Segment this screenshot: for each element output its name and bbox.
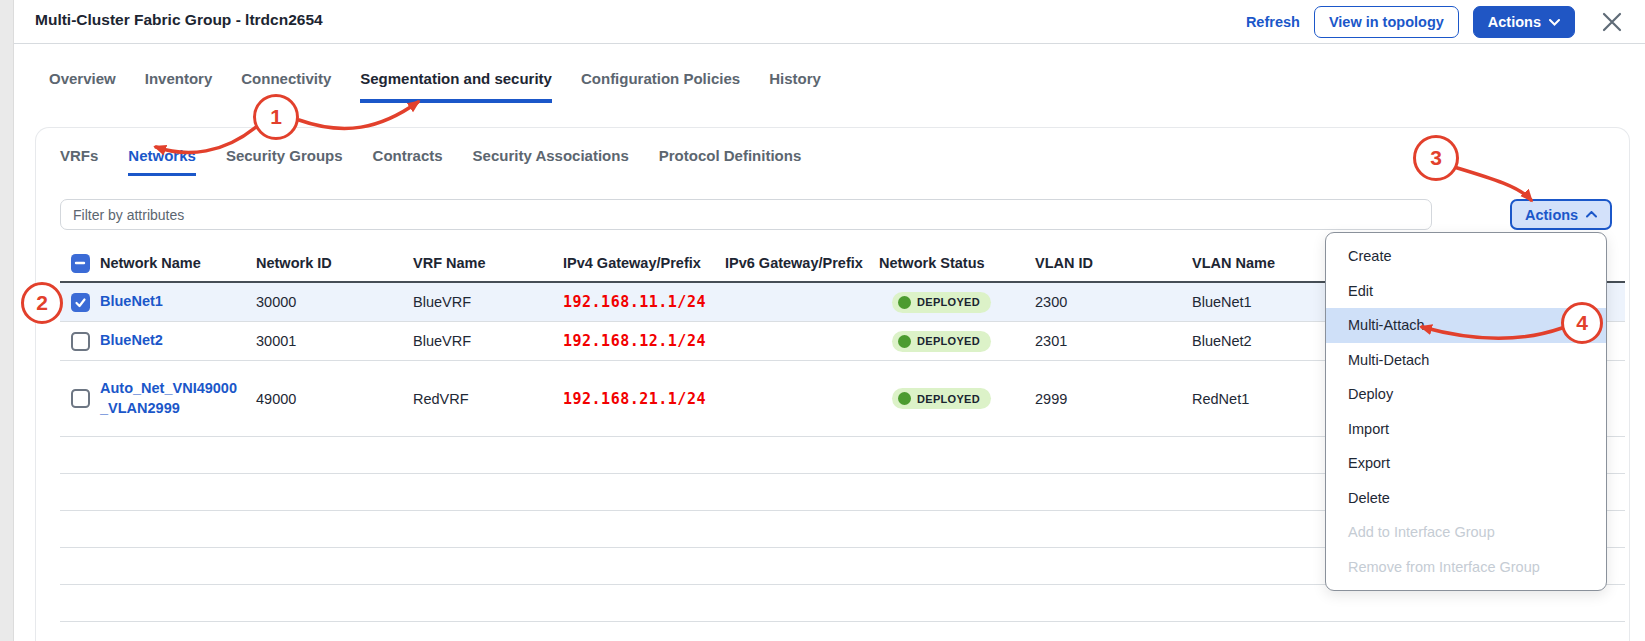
menu-item-add-to-interface-group: Add to Interface Group — [1326, 515, 1606, 550]
network-name-link[interactable]: Auto_Net_VNI49000_VLAN2999 — [100, 379, 240, 418]
network-id-cell: 30001 — [256, 333, 413, 349]
annotation-step-4: 4 — [1561, 302, 1603, 344]
menu-item-import[interactable]: Import — [1326, 412, 1606, 447]
arrow-to-segmentation-tab — [299, 102, 418, 128]
subtab-contracts[interactable]: Contracts — [373, 147, 443, 176]
menu-item-delete[interactable]: Delete — [1326, 481, 1606, 516]
annotation-step-1: 1 — [253, 94, 299, 140]
tab-configuration-policies[interactable]: Configuration Policies — [581, 70, 740, 103]
menu-item-export[interactable]: Export — [1326, 446, 1606, 481]
row-checkbox[interactable] — [71, 389, 90, 408]
background-page-strip — [0, 0, 14, 641]
panel-header: Multi-Cluster Fabric Group - ltrdcn2654 … — [14, 0, 1645, 44]
tab-segmentation-and-security[interactable]: Segmentation and security — [360, 70, 552, 103]
annotation-step-3: 3 — [1413, 135, 1459, 181]
subtab-security-associations[interactable]: Security Associations — [473, 147, 629, 176]
header-actions: Refresh View in topology Actions — [1246, 0, 1625, 44]
menu-item-multi-detach[interactable]: Multi-Detach — [1326, 343, 1606, 378]
col-vrf-name[interactable]: VRF Name — [413, 255, 563, 271]
subtab-networks[interactable]: Networks — [128, 147, 196, 176]
tab-overview[interactable]: Overview — [49, 70, 116, 103]
menu-item-create[interactable]: Create — [1326, 239, 1606, 274]
network-name-link[interactable]: BlueNet1 — [100, 292, 240, 312]
fabric-group-panel: Multi-Cluster Fabric Group - ltrdcn2654 … — [14, 0, 1645, 641]
vrf-name-cell: BlueVRF — [413, 333, 563, 349]
tab-inventory[interactable]: Inventory — [145, 70, 213, 103]
check-icon — [74, 296, 87, 309]
status-dot-icon — [898, 335, 911, 348]
tab-history[interactable]: History — [769, 70, 821, 103]
status-dot-icon — [898, 392, 911, 405]
status-dot-icon — [898, 296, 911, 309]
status-badge: DEPLOYED — [892, 292, 991, 313]
status-badge: DEPLOYED — [892, 388, 991, 409]
col-network-name[interactable]: Network Name — [100, 255, 256, 271]
header-actions-button[interactable]: Actions — [1473, 6, 1575, 38]
page-title: Multi-Cluster Fabric Group - ltrdcn2654 — [35, 11, 323, 29]
vlan-id-cell: 2300 — [1035, 294, 1192, 310]
view-in-topology-button[interactable]: View in topology — [1314, 6, 1459, 38]
col-ipv4-gateway[interactable]: IPv4 Gateway/Prefix — [563, 255, 725, 271]
vlan-id-cell: 2301 — [1035, 333, 1192, 349]
sub-tab-bar: VRFs Networks Security Groups Contracts … — [60, 147, 801, 176]
network-id-cell: 49000 — [256, 391, 413, 407]
row-checkbox[interactable] — [71, 293, 90, 312]
ipv4-gateway-cell: 192.168.11.1/24 — [563, 293, 725, 311]
filter-input[interactable] — [60, 199, 1432, 230]
vrf-name-cell: RedVRF — [413, 391, 563, 407]
col-network-status[interactable]: Network Status — [879, 255, 1035, 271]
col-network-id[interactable]: Network ID — [256, 255, 413, 271]
menu-item-deploy[interactable]: Deploy — [1326, 377, 1606, 412]
network-id-cell: 30000 — [256, 294, 413, 310]
status-badge: DEPLOYED — [892, 331, 991, 352]
col-vlan-id[interactable]: VLAN ID — [1035, 255, 1192, 271]
ipv4-gateway-cell: 192.168.21.1/24 — [563, 390, 725, 408]
col-ipv6-gateway[interactable]: IPv6 Gateway/Prefix — [725, 255, 879, 271]
vrf-name-cell: BlueVRF — [413, 294, 563, 310]
menu-item-edit[interactable]: Edit — [1326, 274, 1606, 309]
annotation-step-2: 2 — [21, 282, 63, 324]
indeterminate-icon — [74, 257, 86, 269]
refresh-link[interactable]: Refresh — [1246, 14, 1300, 30]
actions-dropdown-menu: Create Edit Multi-Attach Multi-Detach De… — [1325, 232, 1607, 591]
subtab-vrfs[interactable]: VRFs — [60, 147, 98, 176]
chevron-up-icon — [1586, 211, 1597, 218]
subtab-security-groups[interactable]: Security Groups — [226, 147, 343, 176]
table-actions-button[interactable]: Actions — [1510, 199, 1612, 230]
main-tab-bar: Overview Inventory Connectivity Segmenta… — [49, 70, 821, 103]
ipv4-gateway-cell: 192.168.12.1/24 — [563, 332, 725, 350]
close-icon[interactable] — [1599, 9, 1625, 35]
menu-item-remove-from-interface-group: Remove from Interface Group — [1326, 550, 1606, 585]
row-checkbox[interactable] — [71, 332, 90, 351]
vlan-id-cell: 2999 — [1035, 391, 1192, 407]
network-name-link[interactable]: BlueNet2 — [100, 331, 240, 351]
subtab-protocol-definitions[interactable]: Protocol Definitions — [659, 147, 802, 176]
chevron-down-icon — [1549, 19, 1560, 26]
select-all-checkbox[interactable] — [71, 254, 90, 273]
